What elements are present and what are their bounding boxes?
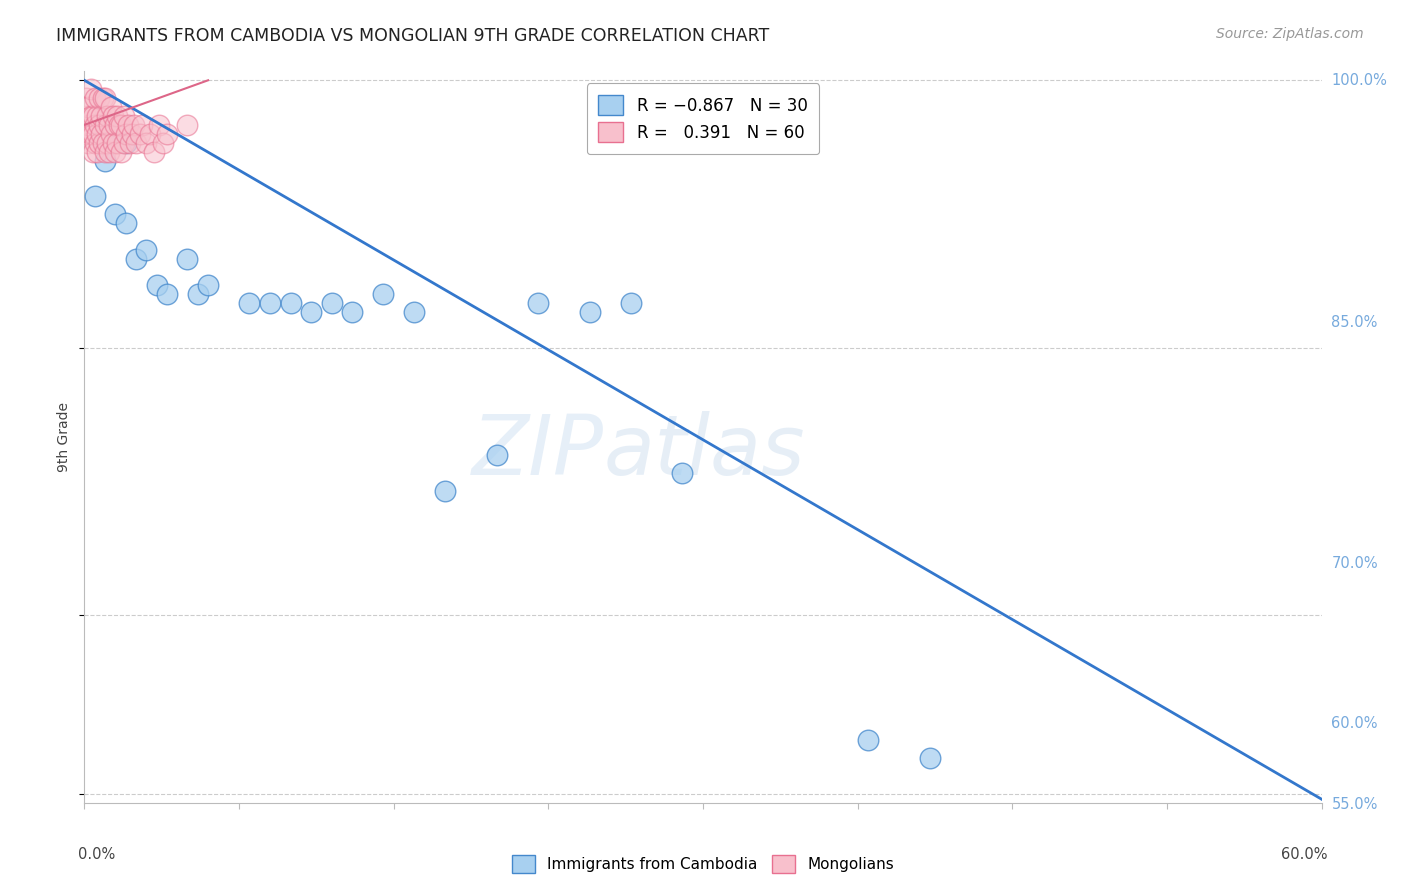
Point	[122, 118, 145, 132]
Point	[125, 252, 148, 266]
Point	[98, 145, 121, 159]
Text: ZIP: ZIP	[472, 411, 605, 492]
Text: 0.0%: 0.0%	[79, 847, 115, 862]
Point	[82, 145, 104, 159]
Point	[118, 136, 141, 150]
Text: IMMIGRANTS FROM CAMBODIA VS MONGOLIAN 9TH GRADE CORRELATION CHART: IMMIGRANTS FROM CAMBODIA VS MONGOLIAN 9T…	[56, 27, 769, 45]
Point	[77, 100, 100, 114]
Point	[98, 118, 121, 132]
Point	[83, 118, 105, 132]
Point	[100, 127, 122, 141]
Point	[82, 127, 104, 141]
Point	[527, 296, 550, 310]
Point	[156, 127, 179, 141]
Point	[91, 91, 114, 105]
Point	[135, 136, 157, 150]
Point	[114, 216, 136, 230]
Point	[135, 243, 157, 257]
Point	[139, 127, 162, 141]
Point	[79, 127, 101, 141]
Point	[299, 305, 322, 319]
Point	[197, 278, 219, 293]
Y-axis label: 9th Grade: 9th Grade	[58, 402, 72, 472]
Point	[94, 91, 117, 105]
Point	[114, 136, 136, 150]
Point	[238, 296, 260, 310]
Point	[129, 127, 152, 141]
Point	[176, 252, 198, 266]
Point	[100, 100, 122, 114]
Point	[125, 136, 148, 150]
Point	[112, 109, 135, 123]
Point	[856, 733, 879, 747]
Point	[114, 127, 136, 141]
Point	[87, 118, 110, 132]
Point	[87, 136, 110, 150]
Point	[342, 305, 364, 319]
Point	[280, 296, 302, 310]
Point	[96, 136, 118, 150]
Point	[143, 145, 166, 159]
Point	[104, 207, 127, 221]
Point	[94, 118, 117, 132]
Point	[620, 296, 643, 310]
Point	[83, 136, 105, 150]
Point	[145, 278, 167, 293]
Point	[373, 287, 395, 301]
Point	[152, 136, 174, 150]
Point	[83, 189, 105, 203]
Point	[117, 118, 139, 132]
Point	[578, 305, 600, 319]
Point	[90, 109, 112, 123]
Point	[94, 136, 117, 150]
Point	[105, 109, 128, 123]
Point	[96, 109, 118, 123]
Point	[90, 127, 112, 141]
Point	[91, 136, 114, 150]
Point	[94, 145, 117, 159]
Point	[86, 109, 108, 123]
Point	[79, 109, 101, 123]
Point	[83, 91, 105, 105]
Point	[187, 287, 209, 301]
Point	[485, 448, 508, 462]
Point	[148, 118, 170, 132]
Point	[77, 118, 100, 132]
Point	[176, 118, 198, 132]
Point	[75, 109, 97, 123]
Point	[94, 153, 117, 168]
Point	[77, 136, 100, 150]
Point	[86, 145, 108, 159]
Point	[671, 466, 693, 480]
Point	[87, 91, 110, 105]
Point	[104, 145, 127, 159]
Point	[82, 109, 104, 123]
Point	[75, 91, 97, 105]
Text: atlas: atlas	[605, 411, 806, 492]
Point	[110, 145, 132, 159]
Point	[86, 127, 108, 141]
Point	[259, 296, 281, 310]
Point	[156, 287, 179, 301]
Point	[79, 82, 101, 96]
Point	[103, 136, 125, 150]
Point	[75, 127, 97, 141]
Point	[404, 305, 426, 319]
Point	[321, 296, 343, 310]
Point	[434, 483, 457, 498]
Point	[918, 751, 941, 765]
Point	[103, 109, 125, 123]
Text: Source: ZipAtlas.com: Source: ZipAtlas.com	[1216, 27, 1364, 41]
Point	[110, 118, 132, 132]
Point	[131, 118, 153, 132]
Point	[108, 118, 131, 132]
Text: 60.0%: 60.0%	[1281, 847, 1327, 862]
Point	[112, 136, 135, 150]
Point	[121, 127, 143, 141]
Point	[105, 136, 128, 150]
Legend: Immigrants from Cambodia, Mongolians: Immigrants from Cambodia, Mongolians	[506, 848, 900, 880]
Point	[104, 118, 127, 132]
